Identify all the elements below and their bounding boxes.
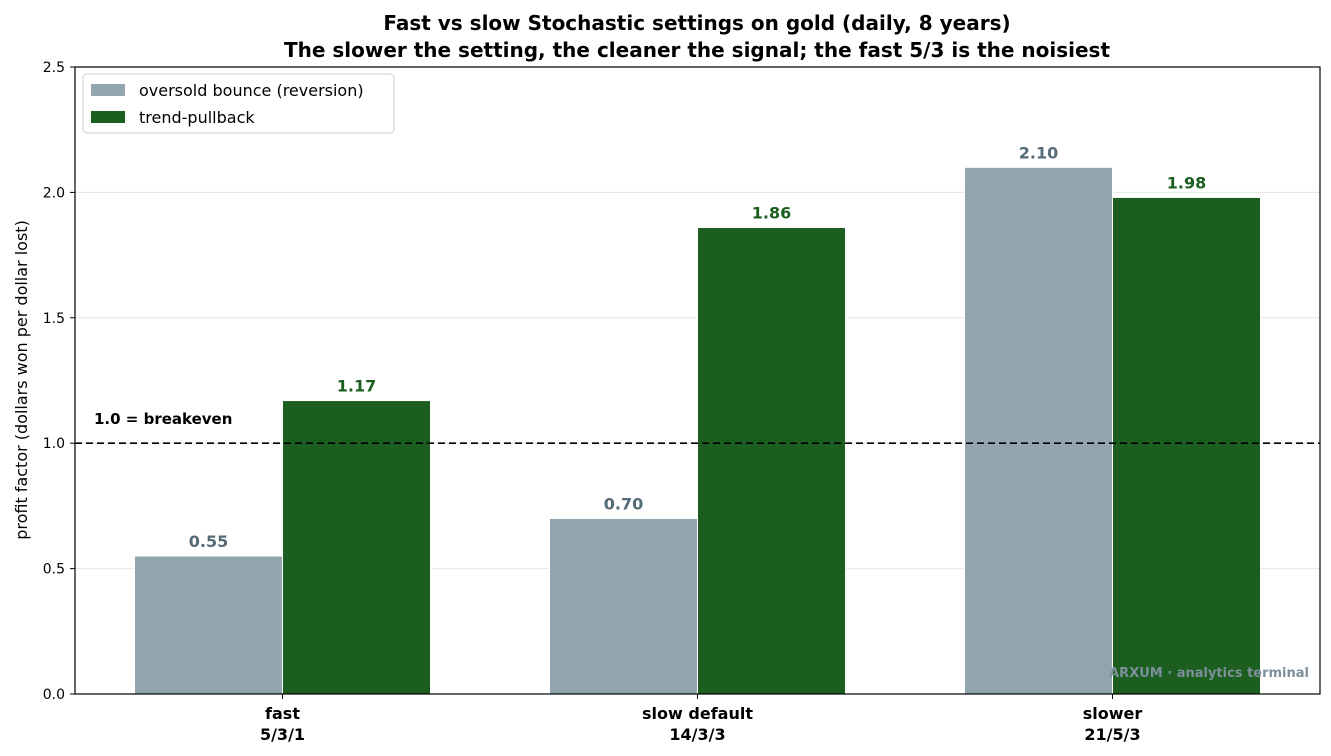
breakeven-label: 1.0 = breakeven	[94, 410, 232, 428]
plot-frame	[74, 66, 1321, 695]
x-tick-label: slow default	[642, 704, 753, 723]
bar-value-label: 0.55	[189, 532, 228, 551]
breakeven-reference: 1.0 = breakeven	[75, 410, 1320, 445]
y-tick-label: 0.0	[43, 687, 65, 703]
y-tick-label: 2.0	[43, 185, 65, 201]
y-axis-label: profit factor (dollars won per dollar lo…	[12, 220, 31, 540]
legend-label: oversold bounce (reversion)	[139, 81, 364, 100]
y-tick-label: 1.5	[43, 311, 65, 327]
y-tick-label: 0.5	[43, 562, 65, 578]
chart-subtitle: The slower the setting, the cleaner the …	[284, 38, 1111, 62]
y-axis: 0.0 0.5 1.0 1.5 2.0 2.5	[43, 60, 75, 703]
legend-swatch	[91, 111, 125, 123]
bar-value-label: 1.17	[337, 377, 376, 396]
legend-swatch	[91, 84, 125, 96]
chart-title: Fast vs slow Stochastic settings on gold…	[383, 11, 1010, 35]
watermark: ARXUM · analytics terminal	[1109, 666, 1309, 681]
bars	[134, 166, 1261, 695]
legend: oversold bounce (reversion) trend-pullbac…	[82, 73, 395, 134]
x-tick-setting-label: 21/5/3	[1084, 725, 1140, 744]
bar	[964, 166, 1113, 695]
x-tick-setting-label: 14/3/3	[669, 725, 725, 744]
bar	[697, 227, 846, 695]
x-tick-setting-label: 5/3/1	[260, 725, 305, 744]
y-tick-label: 1.0	[43, 436, 65, 452]
bar-value-labels: 0.55 1.17 0.70 1.86 2.10 1.98	[189, 143, 1206, 551]
bar	[549, 517, 698, 695]
bar	[1112, 196, 1261, 695]
bar-value-label: 1.98	[1167, 173, 1206, 192]
legend-label: trend-pullback	[139, 108, 255, 127]
bar	[134, 555, 283, 695]
bar-value-label: 1.86	[752, 204, 791, 223]
bar	[282, 400, 431, 695]
legend-box	[82, 73, 395, 134]
x-tick-label: slower	[1083, 704, 1143, 723]
x-tick-label: fast	[265, 704, 300, 723]
y-tick-label: 2.5	[43, 60, 65, 76]
x-axis: fast 5/3/1 slow default 14/3/3 slower 21/5/3	[260, 694, 1142, 744]
bar-value-label: 2.10	[1019, 143, 1058, 162]
bar-value-label: 0.70	[604, 494, 643, 513]
